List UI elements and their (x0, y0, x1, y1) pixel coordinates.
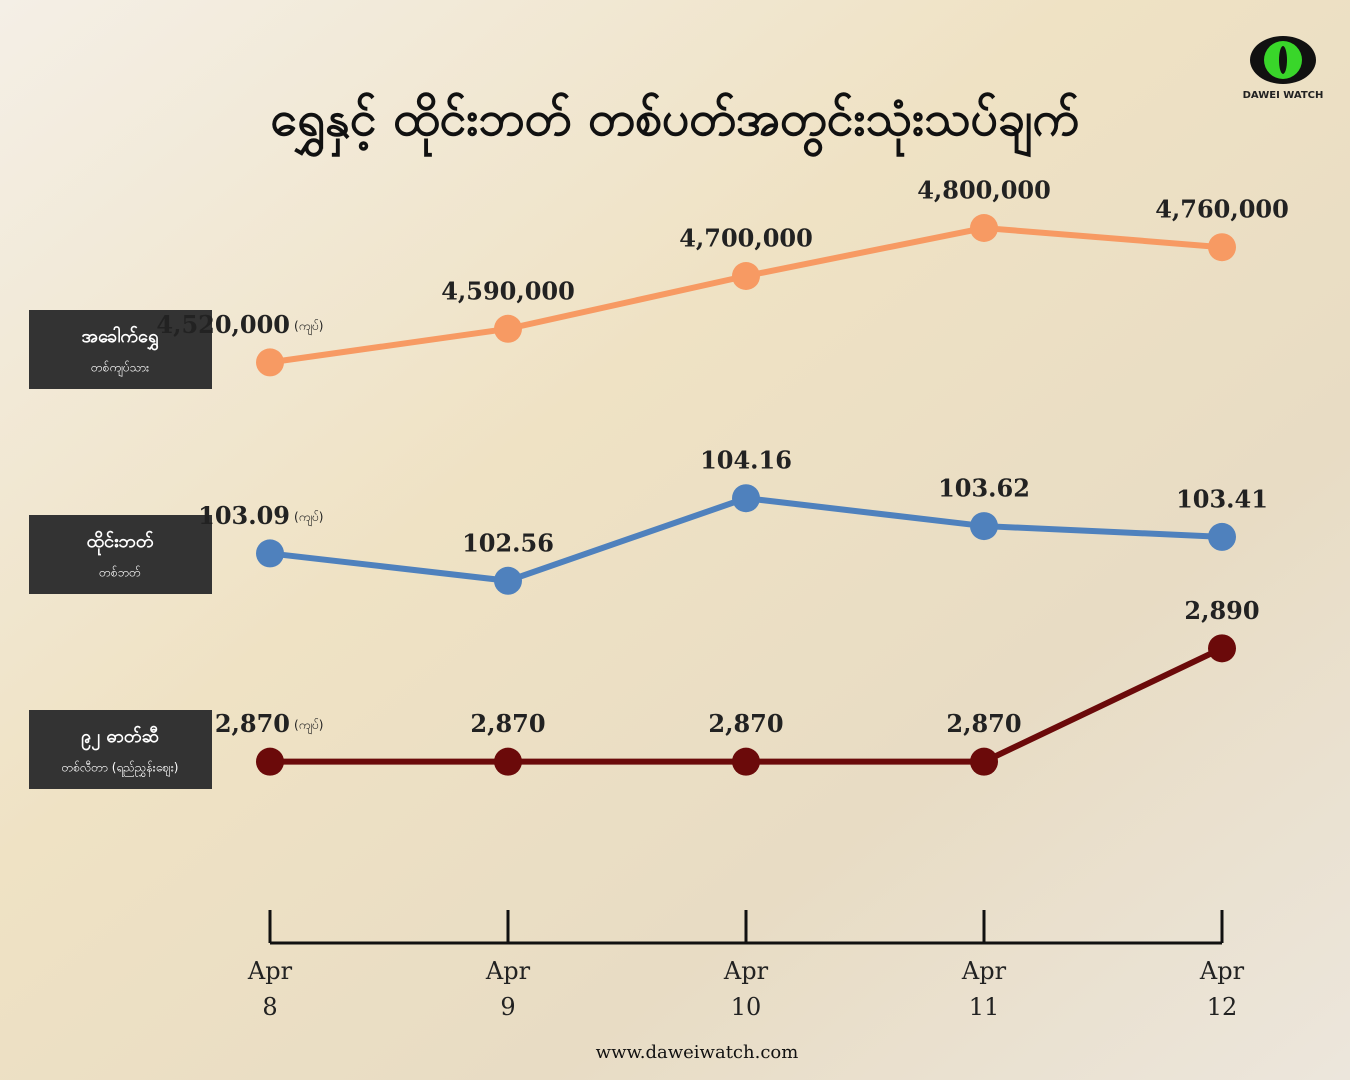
point (1208, 522, 1236, 551)
value-label: 2,870 (946, 709, 1021, 738)
x-tick-label-line: 9 (500, 993, 515, 1021)
x-tick-label-line: Apr (1199, 957, 1245, 985)
unit-label: (ကျပ်) (294, 318, 323, 336)
legend-sublabel: တစ်လီတာ (ရည်ညွှန်းဈေး) (62, 760, 179, 778)
value-label: 4,800,000 (917, 176, 1051, 205)
point (494, 566, 522, 595)
legend-box (29, 515, 212, 594)
legend-name: ၉၂ ဓာတ်ဆီ (81, 725, 159, 751)
point (494, 747, 522, 776)
point (1208, 634, 1236, 663)
value-label: 2,870 (470, 709, 545, 738)
x-tick-label: Apr 8 (247, 957, 293, 1021)
point (1208, 233, 1236, 262)
value-label: 103.41 (1176, 484, 1268, 513)
value-label: 2,870 (215, 709, 290, 738)
unit-label: (ကျပ်) (294, 717, 323, 735)
point (494, 314, 522, 343)
point (970, 214, 998, 242)
point (732, 747, 760, 776)
x-tick-label-line: Apr (961, 957, 1007, 985)
x-tick-label-line: Apr (247, 957, 293, 985)
point (256, 539, 284, 568)
logo-text: DAWEI WATCH (1243, 90, 1324, 101)
x-tick-label: Apr 12 (1199, 957, 1245, 1021)
x-tick-label: Apr 9 (485, 957, 531, 1021)
x-tick-label-line: Apr (485, 957, 531, 985)
legend-name: ထိုင်းဘတ် (87, 530, 154, 556)
x-tick-label: Apr 10 (723, 957, 769, 1021)
website: www.daweiwatch.com (596, 1042, 799, 1063)
value-label: 2,890 (1184, 596, 1259, 625)
point (970, 512, 998, 541)
x-tick-label-line: 11 (969, 993, 1000, 1021)
legend-sublabel: တစ်ဘတ် (99, 565, 141, 580)
point (256, 747, 284, 776)
chart-title: ရွှေနှင့် ထိုင်းဘတ် တစ်ပတ်အတွင်းသုံးသပ်ခ… (271, 90, 1080, 158)
logo (1250, 36, 1316, 84)
legend-box (29, 310, 212, 389)
value-label: 103.09 (198, 501, 290, 530)
value-label: 4,590,000 (441, 276, 575, 305)
legend-box (29, 710, 212, 789)
x-tick-label-line: 10 (731, 993, 762, 1021)
value-label: 4,700,000 (679, 224, 813, 253)
value-label: 102.56 (462, 528, 554, 557)
value-label: 4,520,000 (156, 310, 290, 339)
value-label: 103.62 (938, 474, 1030, 503)
x-tick-label: Apr 11 (961, 957, 1007, 1021)
x-tick-label-line: 8 (262, 993, 277, 1021)
unit-label: (ကျပ်) (294, 509, 323, 527)
point (732, 262, 760, 290)
point (732, 484, 760, 513)
x-tick-label-line: 12 (1207, 993, 1238, 1021)
point (970, 747, 998, 776)
value-label: 2,870 (708, 709, 783, 738)
x-tick-label-line: Apr (723, 957, 769, 985)
value-label: 4,760,000 (1155, 195, 1289, 224)
value-label: 104.16 (700, 446, 792, 475)
legend-name: အခေါက်ရွှေ (82, 325, 159, 351)
point (256, 348, 284, 377)
legend-sublabel: တစ်ကျပ်သား (91, 360, 149, 378)
